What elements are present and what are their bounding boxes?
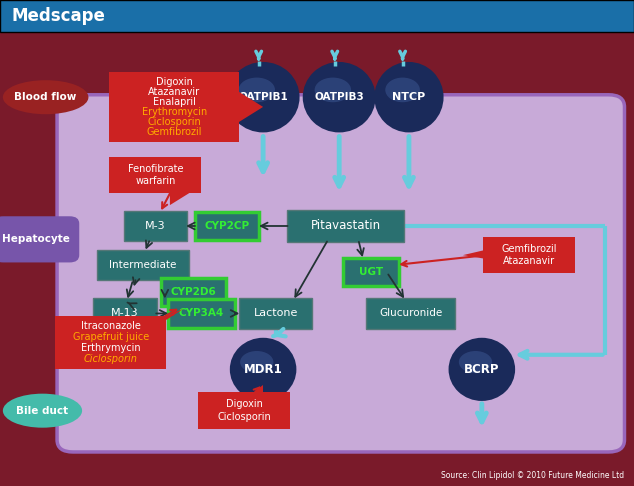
- Text: Atazanavir: Atazanavir: [503, 257, 555, 266]
- Text: warfarin: warfarin: [135, 176, 176, 186]
- FancyBboxPatch shape: [198, 393, 290, 429]
- Ellipse shape: [374, 62, 444, 132]
- Text: Lactone: Lactone: [254, 309, 298, 318]
- Polygon shape: [236, 90, 263, 124]
- FancyBboxPatch shape: [366, 298, 455, 329]
- Text: Ciclosporin: Ciclosporin: [84, 354, 138, 364]
- Ellipse shape: [3, 394, 82, 428]
- FancyBboxPatch shape: [240, 298, 312, 329]
- Text: Grapefruit juice: Grapefruit juice: [73, 332, 149, 342]
- Text: Ciclosporin: Ciclosporin: [217, 412, 271, 422]
- Text: OATPIB1: OATPIB1: [238, 92, 288, 102]
- Text: MDR1: MDR1: [243, 363, 283, 376]
- Text: Erythromycin: Erythromycin: [142, 107, 207, 117]
- Text: UGT: UGT: [359, 267, 383, 277]
- Text: Glucuronide: Glucuronide: [379, 309, 443, 318]
- FancyBboxPatch shape: [96, 250, 189, 280]
- Ellipse shape: [459, 351, 492, 373]
- Text: M-13: M-13: [111, 309, 139, 318]
- Text: Pitavastatin: Pitavastatin: [311, 220, 380, 232]
- Text: Digoxin: Digoxin: [156, 77, 193, 87]
- Text: OATPIB3: OATPIB3: [314, 92, 364, 102]
- FancyBboxPatch shape: [483, 237, 576, 273]
- Ellipse shape: [240, 351, 273, 373]
- Text: M-3: M-3: [145, 221, 165, 231]
- Ellipse shape: [238, 78, 275, 102]
- Text: Erthrymycin: Erthrymycin: [81, 343, 141, 353]
- Text: NTCP: NTCP: [392, 92, 425, 102]
- Text: Gemfibrozil: Gemfibrozil: [501, 244, 557, 254]
- FancyBboxPatch shape: [55, 316, 166, 369]
- Text: Fenofibrate: Fenofibrate: [127, 164, 183, 174]
- FancyBboxPatch shape: [287, 210, 404, 242]
- Text: CYP2CP: CYP2CP: [204, 221, 250, 231]
- Text: Digoxin: Digoxin: [226, 399, 262, 409]
- FancyBboxPatch shape: [93, 298, 157, 329]
- Polygon shape: [250, 385, 263, 395]
- FancyBboxPatch shape: [169, 299, 235, 328]
- Text: CYP3A4: CYP3A4: [179, 309, 224, 318]
- FancyBboxPatch shape: [124, 211, 187, 241]
- Polygon shape: [170, 191, 193, 205]
- FancyBboxPatch shape: [109, 156, 202, 193]
- FancyBboxPatch shape: [0, 216, 79, 262]
- Text: Intermediate: Intermediate: [109, 260, 176, 270]
- FancyBboxPatch shape: [195, 212, 259, 240]
- Text: Ciclosporin: Ciclosporin: [148, 117, 201, 127]
- Ellipse shape: [449, 338, 515, 401]
- Polygon shape: [463, 250, 484, 259]
- FancyBboxPatch shape: [57, 95, 624, 452]
- FancyBboxPatch shape: [343, 258, 399, 286]
- Text: Source: Clin Lipidol © 2010 Future Medicine Ltd: Source: Clin Lipidol © 2010 Future Medic…: [441, 471, 624, 480]
- FancyBboxPatch shape: [110, 71, 240, 142]
- Text: Bile duct: Bile duct: [16, 406, 68, 416]
- FancyBboxPatch shape: [0, 0, 634, 32]
- Text: CYP2D6: CYP2D6: [171, 287, 216, 296]
- Ellipse shape: [303, 62, 375, 132]
- Polygon shape: [155, 309, 184, 321]
- Text: BCRP: BCRP: [464, 363, 500, 376]
- Text: Itraconazole: Itraconazole: [81, 321, 141, 331]
- Text: Blood flow: Blood flow: [15, 92, 77, 102]
- Ellipse shape: [230, 338, 296, 401]
- FancyBboxPatch shape: [161, 278, 226, 306]
- Text: Gemfibrozil: Gemfibrozil: [146, 127, 202, 137]
- Ellipse shape: [3, 80, 88, 114]
- Text: Hepatocyte: Hepatocyte: [2, 234, 70, 244]
- Text: Atazanavir: Atazanavir: [148, 87, 200, 97]
- Ellipse shape: [385, 78, 420, 102]
- Ellipse shape: [314, 78, 351, 102]
- Ellipse shape: [227, 62, 299, 132]
- Text: Medscape: Medscape: [11, 6, 105, 25]
- Text: Enalapril: Enalapril: [153, 97, 196, 107]
